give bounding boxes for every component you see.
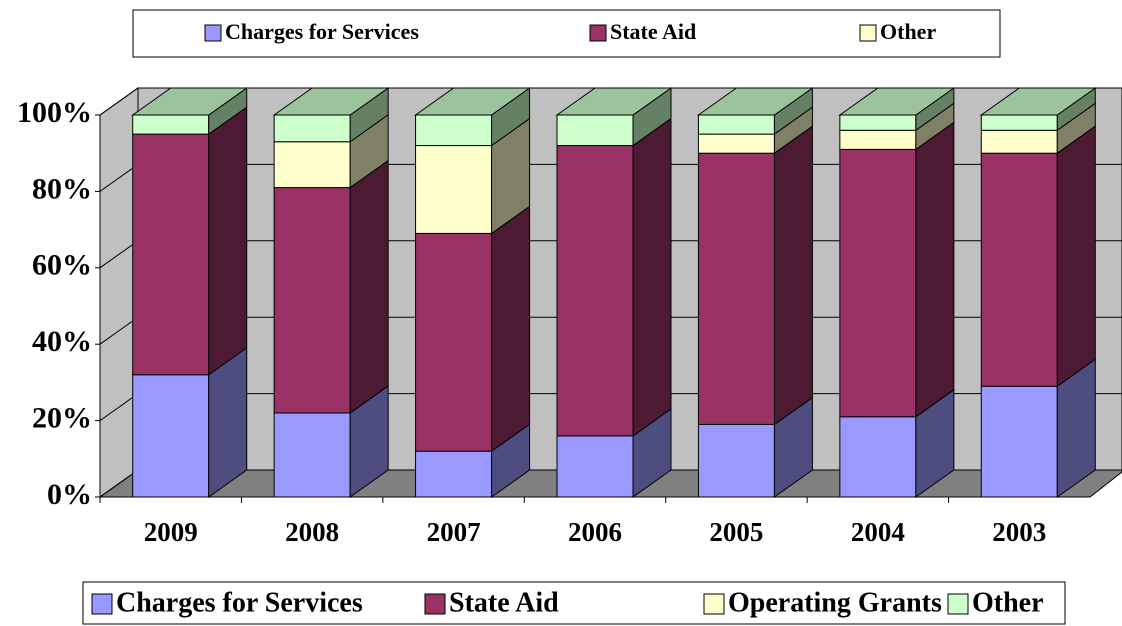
bar-segment [132, 114, 210, 135]
legend-label: State Aid [449, 587, 559, 618]
grid-line [99, 393, 139, 422]
bar-side [632, 117, 672, 437]
bar-top [696, 87, 814, 116]
legend-label: State Aid [610, 19, 696, 44]
legend-swatch [703, 593, 725, 615]
bar-side [491, 205, 531, 453]
y-tick-label: 100% [17, 96, 92, 129]
legend-label: Other [972, 587, 1044, 618]
bar-side [208, 106, 248, 376]
x-tick-label: 2004 [851, 517, 905, 547]
bar-side [349, 159, 389, 414]
grid-line [99, 240, 139, 269]
bar-top [131, 87, 249, 116]
bar-segment [132, 374, 210, 498]
bar-top [272, 87, 390, 116]
legend-swatch [91, 593, 113, 615]
x-tick-label: 2008 [285, 517, 339, 547]
legend-box [82, 581, 1066, 625]
legend-swatch [859, 24, 877, 42]
x-tick-label: 2005 [709, 517, 763, 547]
bar-segment [839, 114, 917, 131]
bar-segment [273, 141, 351, 189]
x-tick-label: 2007 [427, 517, 481, 547]
bar-segment [839, 148, 917, 418]
x-tick-label: 2003 [992, 517, 1046, 547]
grid-line [99, 316, 139, 345]
bar-segment [980, 152, 1058, 387]
y-tick-label: 0% [47, 478, 92, 511]
bar-top [838, 87, 956, 116]
legend-swatch [589, 24, 607, 42]
bar-segment [697, 133, 775, 154]
legend-swatch [947, 593, 969, 615]
bar-segment [273, 412, 351, 498]
bar-segment [697, 423, 775, 498]
legend-label: Charges for Services [225, 19, 419, 44]
bar-segment [697, 152, 775, 425]
bar-segment [273, 187, 351, 414]
bar-segment [132, 133, 210, 376]
bar-segment [415, 450, 493, 498]
x-tick-label: 2009 [144, 517, 198, 547]
bar-top [414, 87, 532, 116]
legend-swatch [204, 24, 222, 42]
bar-side [1056, 125, 1096, 388]
bar-side [773, 125, 813, 426]
grid-line [99, 469, 139, 498]
bar-segment [273, 114, 351, 143]
grid-line [99, 87, 139, 116]
bar-top [979, 87, 1097, 116]
legend-label: Operating Grants [728, 587, 942, 618]
bar-segment [415, 232, 493, 452]
y-tick-label: 80% [32, 172, 92, 205]
legend-top-box [132, 9, 1001, 58]
bar-segment [980, 129, 1058, 154]
y-tick-label: 40% [32, 325, 92, 358]
bar-side [915, 121, 955, 418]
legend-label: Other [880, 19, 936, 44]
bar-segment [697, 114, 775, 135]
bar-segment [556, 114, 634, 147]
bar-segment [556, 435, 634, 498]
bar-segment [980, 385, 1058, 498]
bar-segment [415, 145, 493, 234]
bar-top [555, 87, 673, 116]
y-tick-label: 20% [32, 401, 92, 434]
legend-label: Charges for Services [116, 587, 363, 618]
grid-line [99, 163, 139, 192]
bar-segment [556, 145, 634, 437]
bar-segment [415, 114, 493, 147]
legend-swatch [424, 593, 446, 615]
bar-segment [839, 416, 917, 498]
x-tick-label: 2006 [568, 517, 622, 547]
y-tick-label: 60% [32, 249, 92, 282]
bar-segment [839, 129, 917, 150]
bar-segment [980, 114, 1058, 131]
